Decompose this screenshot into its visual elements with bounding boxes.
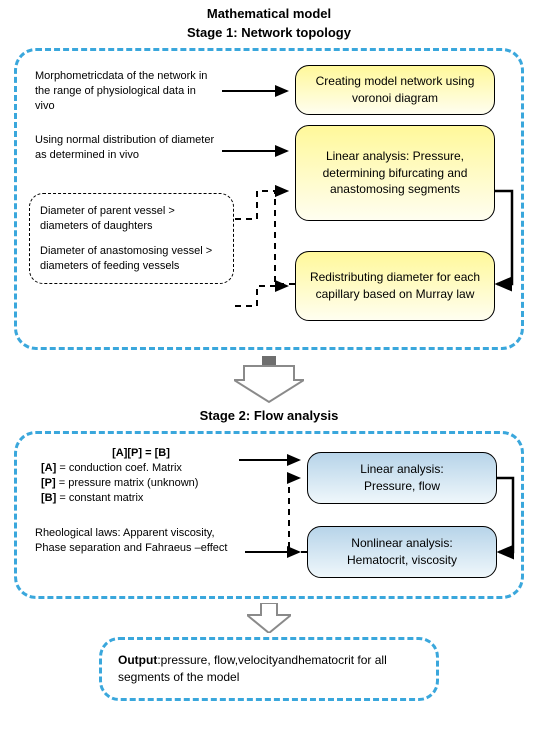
stage1-box-murray: Redistributing diameter for each capilla… — [295, 251, 495, 321]
stage2-box-linear-line2: Pressure, flow — [318, 478, 486, 495]
stage2-box-nonlinear: Nonlinear analysis: Hematocrit, viscosit… — [307, 526, 497, 578]
output-box: Output:pressure, flow,velocityandhematoc… — [99, 637, 439, 701]
constraint-parent: Diameter of parent vessel > diameters of… — [40, 204, 223, 234]
stage1-box-linear: Linear analysis: Pressure, determining b… — [295, 125, 495, 221]
stage1-box-voronoi-label: Creating model network using voronoi dia… — [306, 73, 484, 107]
matrix-P-def: [P] = pressure matrix (unknown) — [41, 476, 241, 491]
stage1-title: Stage 1: Network topology — [0, 25, 538, 40]
stage1-box-murray-label: Redistributing diameter for each capilla… — [306, 269, 484, 303]
stage1-box-linear-label: Linear analysis: Pressure, determining b… — [306, 148, 484, 198]
down-arrow-large — [234, 356, 304, 404]
stage2-box-nonlinear-line1: Nonlinear analysis: — [318, 535, 486, 552]
stage1-constraints-box: Diameter of parent vessel > diameters of… — [29, 193, 234, 284]
stage2-container: [A][P] = [B] [A] = conduction coef. Matr… — [14, 431, 524, 599]
stage1-container: Morphometricdata of the network in the r… — [14, 48, 524, 350]
matrix-A-def: [A] = conduction coef. Matrix — [41, 461, 241, 476]
main-title: Mathematical model — [0, 6, 538, 21]
matrix-equation: [A][P] = [B] — [41, 446, 241, 461]
stage2-box-linear-line1: Linear analysis: — [318, 461, 486, 478]
stage2-title: Stage 2: Flow analysis — [0, 408, 538, 423]
stage2-box-nonlinear-line2: Hematocrit, viscosity — [318, 552, 486, 569]
stage1-input-morphometric: Morphometricdata of the network in the r… — [35, 69, 215, 114]
stage1-input-distribution: Using normal distribution of diameter as… — [35, 133, 215, 163]
stage1-box-voronoi: Creating model network using voronoi dia… — [295, 65, 495, 115]
output-text: :pressure, flow,velocityandhematocrit fo… — [118, 653, 387, 684]
down-arrow-small — [247, 603, 291, 633]
matrix-B-def: [B] = constant matrix — [41, 491, 241, 506]
stage2-box-linear: Linear analysis: Pressure, flow — [307, 452, 497, 504]
stage2-rheological: Rheological laws: Apparent viscosity, Ph… — [35, 526, 245, 556]
output-label: Output — [118, 653, 157, 667]
constraint-anastomosing: Diameter of anastomosing vessel > diamet… — [40, 244, 223, 274]
stage2-equations: [A][P] = [B] [A] = conduction coef. Matr… — [41, 446, 241, 505]
